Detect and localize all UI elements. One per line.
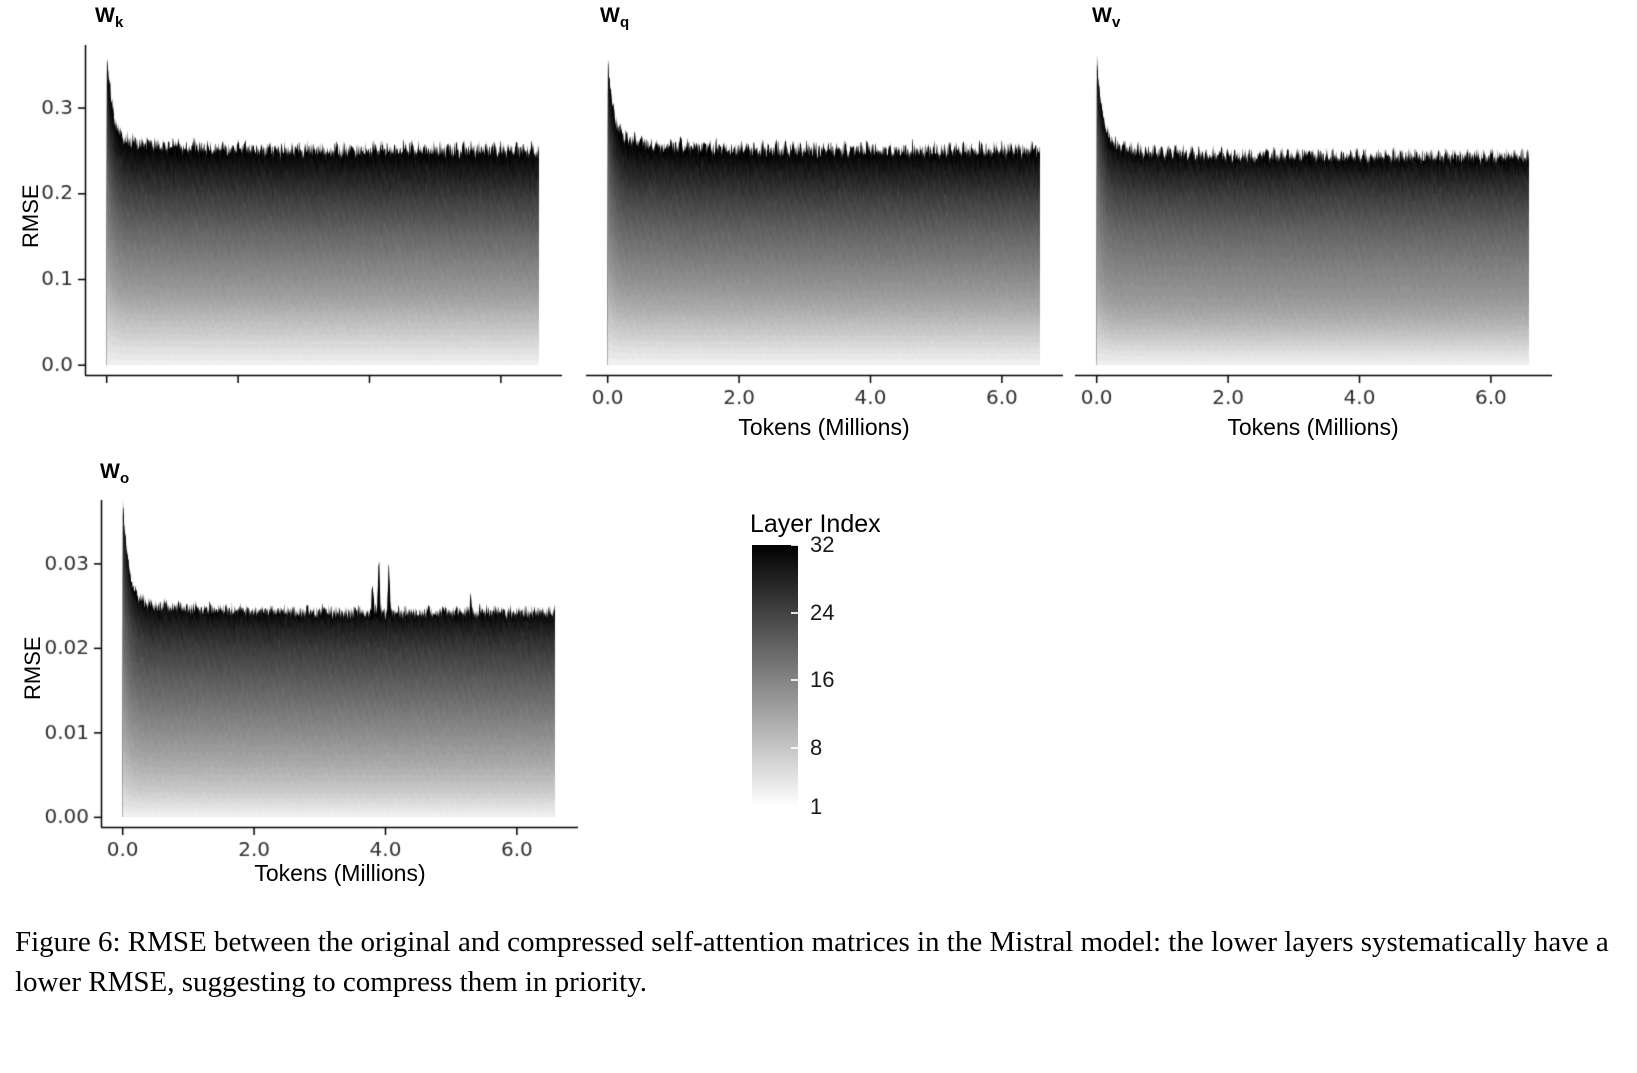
panel-title-wk: Wk <box>95 4 124 31</box>
panel-title-subscript: k <box>115 14 124 32</box>
x-axis-title-wo: Tokens (Millions) <box>254 860 426 886</box>
panel-wv: Wv <box>1069 0 1569 450</box>
x-axis-title-wv: Tokens (Millions) <box>1227 414 1399 440</box>
legend-label-8: 8 <box>810 735 823 760</box>
legend-colorbar <box>752 545 798 807</box>
legend-label-1: 1 <box>810 794 823 819</box>
wo-plot-canvas <box>10 455 600 905</box>
panel-title-wq: Wq <box>600 4 629 31</box>
y-axis-label-rmse-bottom: RMSE <box>20 636 45 700</box>
figure-caption: Figure 6: RMSE between the original and … <box>15 926 1609 999</box>
x-axis-title-wq: Tokens (Millions) <box>738 414 910 440</box>
panel-title-wo: Wo <box>100 460 129 487</box>
y-axis-label-rmse-top: RMSE <box>18 184 43 248</box>
wq-plot-canvas <box>580 0 1080 450</box>
panel-title-wv: Wv <box>1092 4 1121 31</box>
legend-label-24: 24 <box>810 600 835 625</box>
panel-wo: Wo <box>10 455 600 905</box>
panel-wq: Wq <box>580 0 1080 450</box>
panel-title-subscript: o <box>120 470 130 488</box>
legend-tick-mark <box>791 679 798 681</box>
panel-wk: Wk <box>10 0 580 450</box>
legend-title: Layer Index <box>750 510 881 538</box>
legend-tick-mark <box>791 747 798 749</box>
wv-plot-canvas <box>1069 0 1569 450</box>
legend-tick-mark <box>791 805 798 807</box>
panel-title-subscript: q <box>620 14 630 32</box>
panel-title-main: W <box>100 460 121 483</box>
panel-title-subscript: v <box>1112 14 1121 32</box>
panel-title-main: W <box>600 4 621 27</box>
legend-tick-mark <box>791 612 798 614</box>
legend-label-32: 32 <box>810 532 835 557</box>
panel-title-main: W <box>95 4 116 27</box>
wk-plot-canvas <box>10 0 580 450</box>
legend-tick-mark <box>791 544 798 546</box>
panel-title-main: W <box>1092 4 1113 27</box>
legend-label-16: 16 <box>810 667 835 692</box>
